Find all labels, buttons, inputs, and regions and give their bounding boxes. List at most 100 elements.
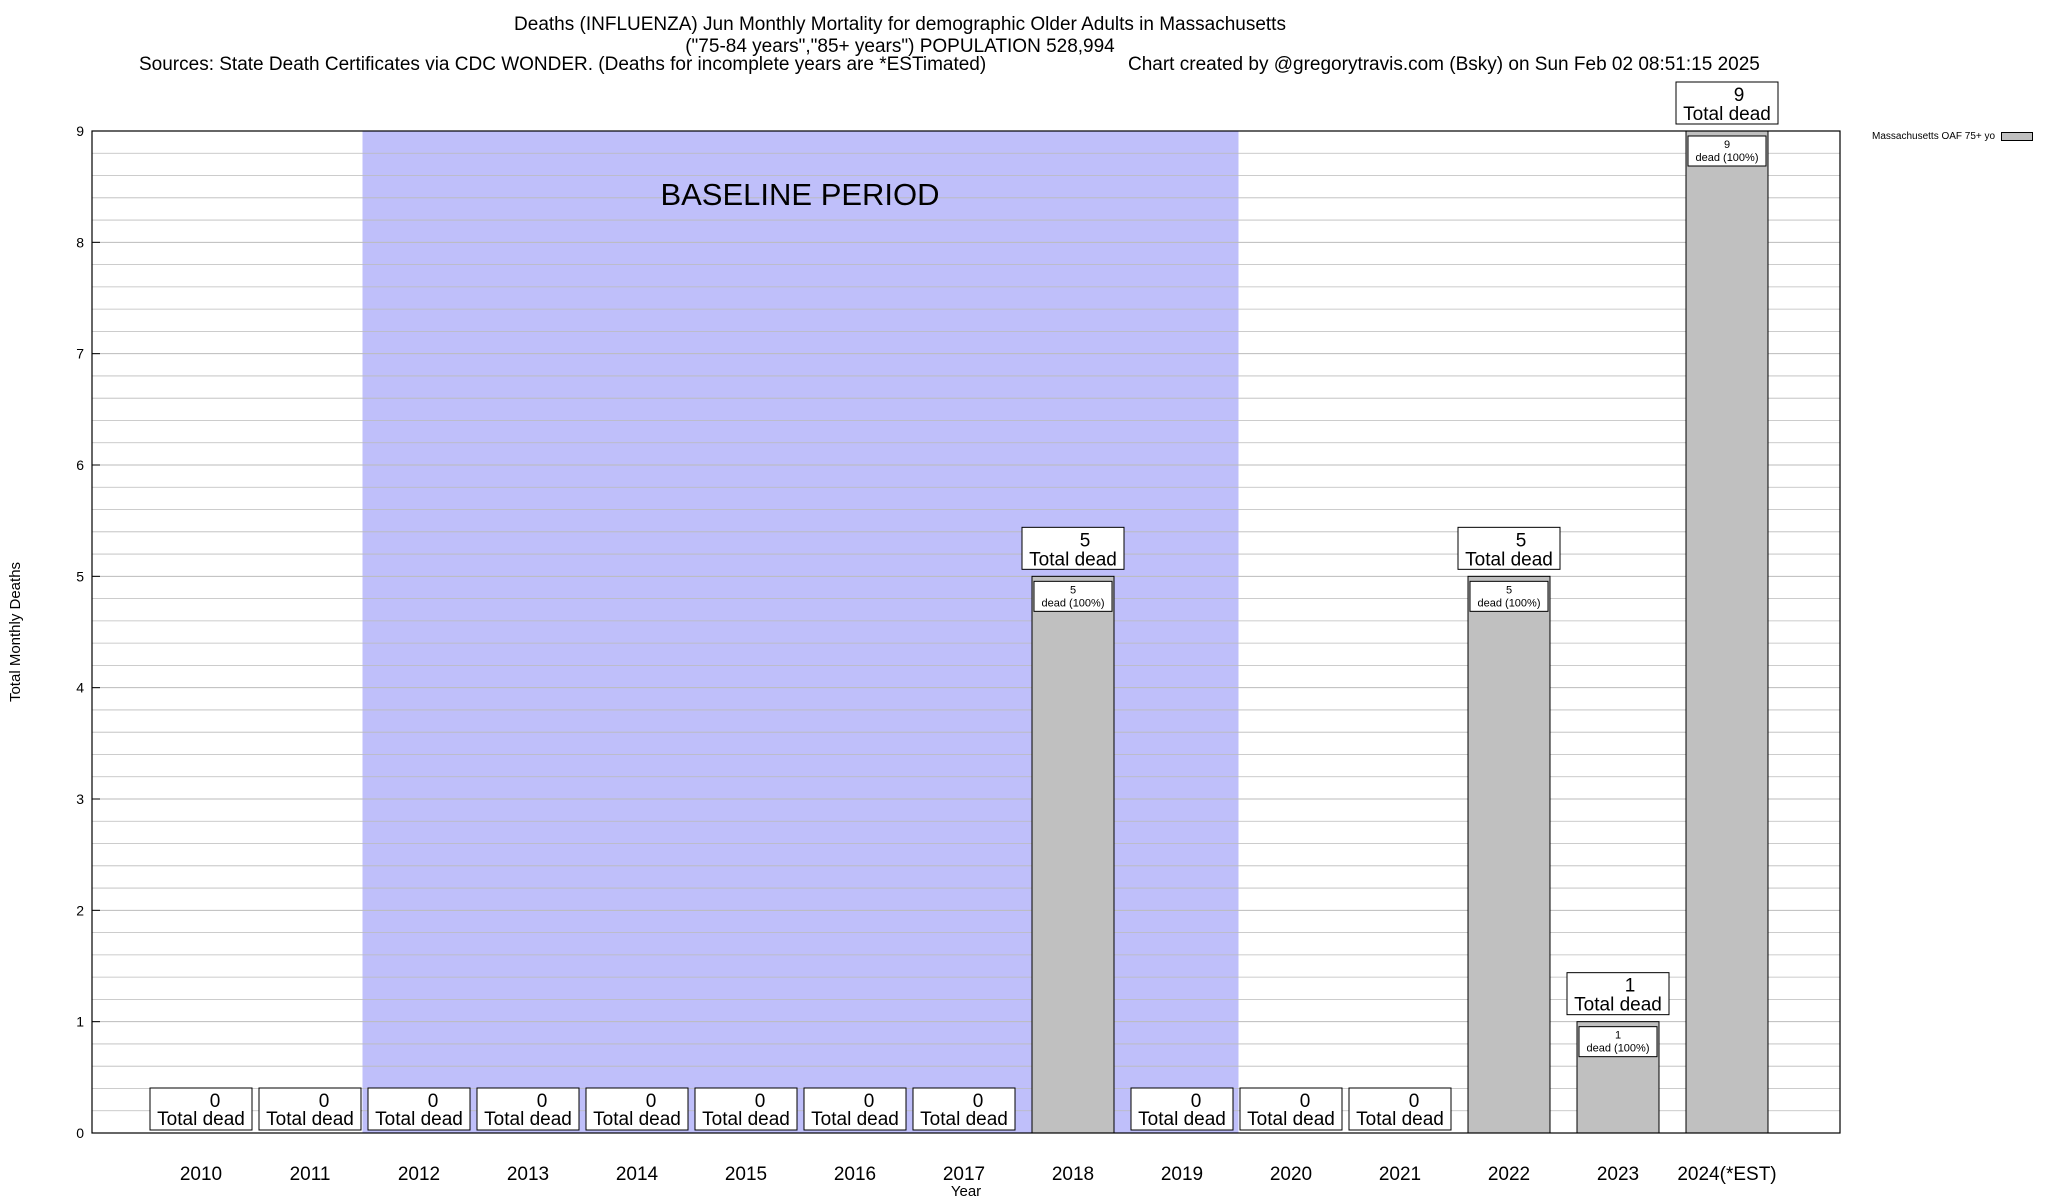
total-label-box xyxy=(1348,1087,1452,1131)
total-label-text: Total dead xyxy=(811,1109,899,1130)
chart-credit-text: Chart created by @gregorytravis.com (Bsk… xyxy=(1128,54,1760,75)
segment-label-value: 1 xyxy=(1615,1030,1621,1042)
chart-sources-text: Sources: State Death Certificates via CD… xyxy=(139,54,987,75)
segment-label-text: dead (100%) xyxy=(1478,597,1541,609)
legend-label: Massachusetts OAF 75+ yo xyxy=(1872,131,1996,142)
legend-swatch xyxy=(2001,132,2034,141)
y-tick-label: 0 xyxy=(76,1125,84,1141)
total-label-text: Total dead xyxy=(157,1109,245,1130)
total-label-box xyxy=(585,1087,689,1131)
total-label-value: 0 xyxy=(973,1091,984,1112)
total-label-value: 0 xyxy=(210,1091,221,1112)
total-label-box xyxy=(476,1087,580,1131)
segment-label-box xyxy=(1687,135,1767,167)
segment-label-text: dead (100%) xyxy=(1696,152,1759,164)
baseline-period-label: BASELINE PERIOD xyxy=(660,177,939,212)
y-axis: 0 1 2 3 4 5 6 7 8 9 xyxy=(76,123,100,1141)
segment-label-box xyxy=(1578,1026,1658,1058)
x-tick-label: 2021 xyxy=(1379,1164,1421,1185)
chart-title-line-2: ("75-84 years","85+ years") POPULATION 5… xyxy=(685,36,1115,57)
x-axis-title: Year xyxy=(951,1183,981,1200)
bar xyxy=(1031,575,1115,1134)
y-tick-label: 5 xyxy=(76,568,84,584)
total-label-box xyxy=(803,1087,907,1131)
plot-frame xyxy=(91,130,1841,1134)
total-label-box xyxy=(1457,526,1561,570)
x-tick-label: 2015 xyxy=(725,1164,767,1185)
total-label-box xyxy=(912,1087,1016,1131)
segment-label-text: dead (100%) xyxy=(1042,597,1105,609)
total-label-text: Total dead xyxy=(484,1109,572,1130)
total-label-value: 9 xyxy=(1734,85,1745,106)
x-tick-label: 2010 xyxy=(180,1164,222,1185)
total-label-text: Total dead xyxy=(1356,1109,1444,1130)
x-tick-label: 2017 xyxy=(943,1164,985,1185)
total-label-text: Total dead xyxy=(1574,995,1662,1016)
segment-label-text: dead (100%) xyxy=(1587,1043,1650,1055)
total-label-box xyxy=(149,1087,253,1131)
y-tick-label: 4 xyxy=(76,680,84,696)
total-label-value: 0 xyxy=(428,1091,439,1112)
segment-label-value: 9 xyxy=(1724,139,1730,151)
total-label-box xyxy=(694,1087,798,1131)
total-label-text: Total dead xyxy=(702,1109,790,1130)
total-label-box xyxy=(1021,526,1125,570)
y-tick-label: 2 xyxy=(76,902,84,918)
total-label-value: 0 xyxy=(755,1091,766,1112)
total-label-text: Total dead xyxy=(1247,1109,1335,1130)
bar xyxy=(1685,130,1769,1134)
total-label-text: Total dead xyxy=(1029,549,1117,570)
y-tick-label: 9 xyxy=(76,123,84,139)
x-tick-label: 2012 xyxy=(398,1164,440,1185)
x-tick-label: 2022 xyxy=(1488,1164,1530,1185)
total-label-value: 5 xyxy=(1516,530,1527,551)
total-label-value: 0 xyxy=(864,1091,875,1112)
total-label-box xyxy=(1566,972,1670,1016)
x-tick-label: 2011 xyxy=(290,1164,331,1185)
segment-label-box xyxy=(1469,580,1549,612)
segment-label-box xyxy=(1033,580,1113,612)
x-tick-label: 2013 xyxy=(507,1164,549,1185)
total-label-box xyxy=(367,1087,471,1131)
total-label-text: Total dead xyxy=(593,1109,681,1130)
total-label-text: Total dead xyxy=(1465,549,1553,570)
total-label-value: 0 xyxy=(1191,1091,1202,1112)
bar xyxy=(1467,575,1551,1134)
total-label-box xyxy=(1130,1087,1234,1131)
total-label-value: 0 xyxy=(1300,1091,1311,1112)
y-tick-label: 3 xyxy=(76,791,84,807)
total-label-value: 5 xyxy=(1080,530,1091,551)
chart-title-line-1: Deaths (INFLUENZA) Jun Monthly Mortality… xyxy=(514,14,1286,35)
y-axis-title: Total Monthly Deaths xyxy=(7,562,24,702)
y-tick-label: 7 xyxy=(76,346,84,362)
y-tick-label: 1 xyxy=(76,1014,84,1030)
total-label-text: Total dead xyxy=(375,1109,463,1130)
y-tick-label: 6 xyxy=(76,457,84,473)
x-axis: 2010 2011 2012 2013 2014 2015 2016 2017 2018 2019… xyxy=(180,1164,1777,1185)
segment-label-value: 5 xyxy=(1506,584,1512,596)
total-label-value: 0 xyxy=(1409,1091,1420,1112)
total-label-box xyxy=(1239,1087,1343,1131)
x-tick-label: 2023 xyxy=(1597,1164,1639,1185)
x-tick-label: 2019 xyxy=(1161,1164,1203,1185)
total-label-text: Total dead xyxy=(1138,1109,1226,1130)
y-tick-label: 8 xyxy=(76,234,84,250)
total-label-value: 0 xyxy=(537,1091,548,1112)
x-tick-label: 2014 xyxy=(616,1164,659,1185)
x-tick-label: 2020 xyxy=(1270,1164,1312,1185)
total-label-box xyxy=(1675,81,1779,125)
x-tick-label: 2016 xyxy=(834,1164,876,1185)
x-tick-label: 2018 xyxy=(1052,1164,1094,1185)
total-label-value: 0 xyxy=(646,1091,657,1112)
chart-legend: Massachusetts OAF 75+ yo xyxy=(1872,131,2034,142)
total-label-text: Total dead xyxy=(1683,104,1771,125)
total-label-value: 0 xyxy=(319,1091,330,1112)
total-label-text: Total dead xyxy=(920,1109,1008,1130)
total-label-text: Total dead xyxy=(266,1109,354,1130)
x-tick-label: 2024(*EST) xyxy=(1677,1164,1776,1185)
total-label-value: 1 xyxy=(1625,976,1636,997)
bars xyxy=(197,130,1769,1134)
segment-label-value: 5 xyxy=(1070,584,1076,596)
